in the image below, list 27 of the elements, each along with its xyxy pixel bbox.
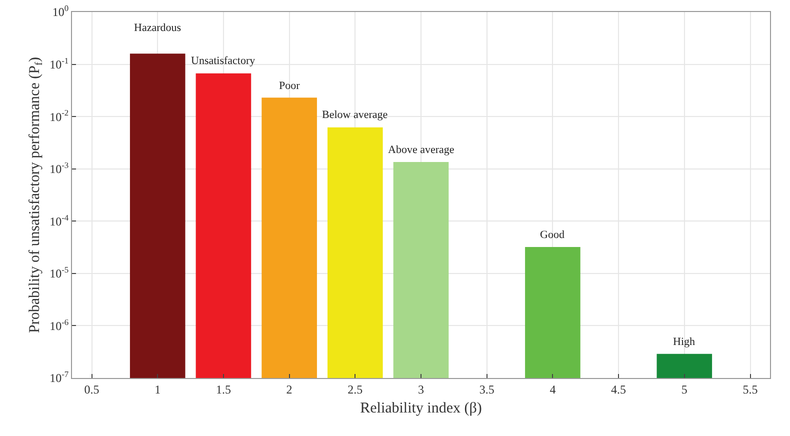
annotation: Above average xyxy=(388,144,454,156)
x-tick-label: 3 xyxy=(418,382,424,396)
annotation: High xyxy=(673,336,696,348)
y-tick-label: 10$^{-3}$ xyxy=(50,161,69,176)
x-axis-title: Reliability index (β) xyxy=(360,400,482,416)
x-tick-label: 3.5 xyxy=(479,382,494,396)
x-tick-label: 5.5 xyxy=(742,382,758,396)
y-tick-label: 10$^{-1}$ xyxy=(50,56,69,72)
annotation: Good xyxy=(540,229,565,241)
annotation: Unsatisfactory xyxy=(191,55,256,67)
x-tick-label: 4 xyxy=(550,382,556,396)
annotation: Hazardous xyxy=(134,22,182,34)
y-tick-label: 10$^{-2}$ xyxy=(50,108,69,124)
y-tick-label: 10$^{-7}$ xyxy=(50,370,69,386)
annotation: Poor xyxy=(279,80,300,92)
x-tick-label: 2.5 xyxy=(348,382,363,396)
x-tick-label: 1 xyxy=(154,382,161,396)
y-tick-label: 10$^{-4}$ xyxy=(50,213,70,228)
x-tick-label: 1.5 xyxy=(216,382,231,396)
annotation: Below average xyxy=(322,109,388,121)
x-tick-label: 5 xyxy=(681,382,688,396)
y-tick-label: 10$^{0}$ xyxy=(52,4,69,20)
x-tick-label: 0.5 xyxy=(84,382,100,396)
x-tick-label: 2 xyxy=(286,382,292,396)
y-tick-label: 10$^{-5}$ xyxy=(50,266,69,281)
x-tick-label: 4.5 xyxy=(611,382,626,396)
y-tick-label: 10$^{-6}$ xyxy=(50,318,69,333)
